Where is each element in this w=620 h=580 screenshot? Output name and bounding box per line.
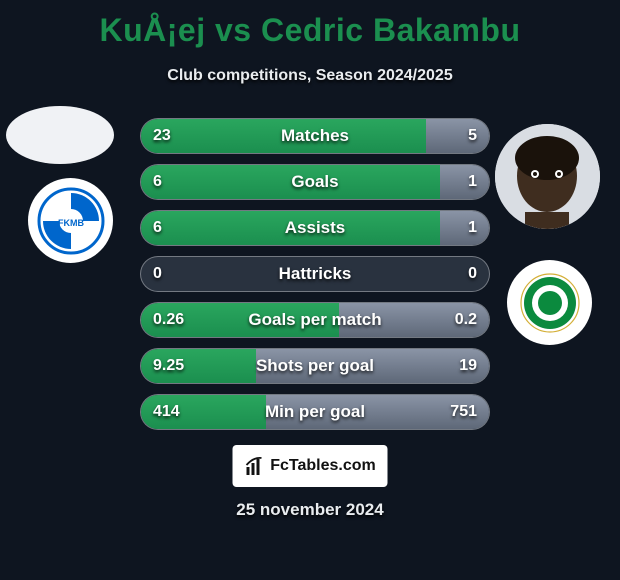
stat-label: Matches	[281, 126, 349, 146]
player2-avatar	[495, 124, 600, 229]
player2-club-badge	[507, 260, 592, 345]
stat-value-left: 9.25	[153, 357, 184, 375]
page-title: KuÅ¡ej vs Cedric Bakambu	[0, 0, 620, 49]
stat-row: 0.26 0.2 Goals per match	[140, 302, 490, 338]
stat-row: 0 0 Hattricks	[140, 256, 490, 292]
stat-row: 23 5 Matches	[140, 118, 490, 154]
stats-container: 23 5 Matches 6 1 Goals 6 1 Assists 0 0 Hattricks 0.2…	[140, 118, 490, 440]
stat-label: Assists	[285, 218, 345, 238]
club1-crest-icon: FKMB	[37, 187, 105, 255]
stat-row: 6 1 Assists	[140, 210, 490, 246]
fctables-logo-icon	[244, 455, 266, 477]
stat-label: Hattricks	[279, 264, 352, 284]
stat-row: 9.25 19 Shots per goal	[140, 348, 490, 384]
fctables-badge: FcTables.com	[233, 445, 388, 487]
stat-value-right: 0.2	[455, 311, 477, 329]
stat-value-right: 751	[450, 403, 477, 421]
stat-value-right: 0	[468, 265, 477, 283]
stat-value-left: 6	[153, 219, 162, 237]
date-label: 25 november 2024	[0, 500, 620, 520]
stat-value-left: 0.26	[153, 311, 184, 329]
stat-bar-right	[440, 211, 489, 245]
club2-crest-icon	[516, 269, 584, 337]
svg-text:FKMB: FKMB	[58, 218, 84, 228]
stat-label: Min per goal	[265, 402, 365, 422]
stat-bar-right	[440, 165, 489, 199]
fctables-label: FcTables.com	[270, 457, 376, 475]
stat-value-right: 5	[468, 127, 477, 145]
stat-value-left: 23	[153, 127, 171, 145]
subtitle: Club competitions, Season 2024/2025	[0, 67, 620, 85]
stat-bar-right	[426, 119, 489, 153]
player1-club-badge: FKMB	[28, 178, 113, 263]
player2-face-icon	[495, 124, 600, 229]
stat-label: Shots per goal	[256, 356, 374, 376]
stat-label: Goals per match	[248, 310, 381, 330]
stat-row: 6 1 Goals	[140, 164, 490, 200]
stat-value-right: 1	[468, 173, 477, 191]
stat-value-left: 0	[153, 265, 162, 283]
stat-value-right: 1	[468, 219, 477, 237]
stat-label: Goals	[291, 172, 338, 192]
stat-value-left: 414	[153, 403, 180, 421]
stat-value-left: 6	[153, 173, 162, 191]
stat-value-right: 19	[459, 357, 477, 375]
player1-avatar	[6, 106, 114, 164]
stat-row: 414 751 Min per goal	[140, 394, 490, 430]
